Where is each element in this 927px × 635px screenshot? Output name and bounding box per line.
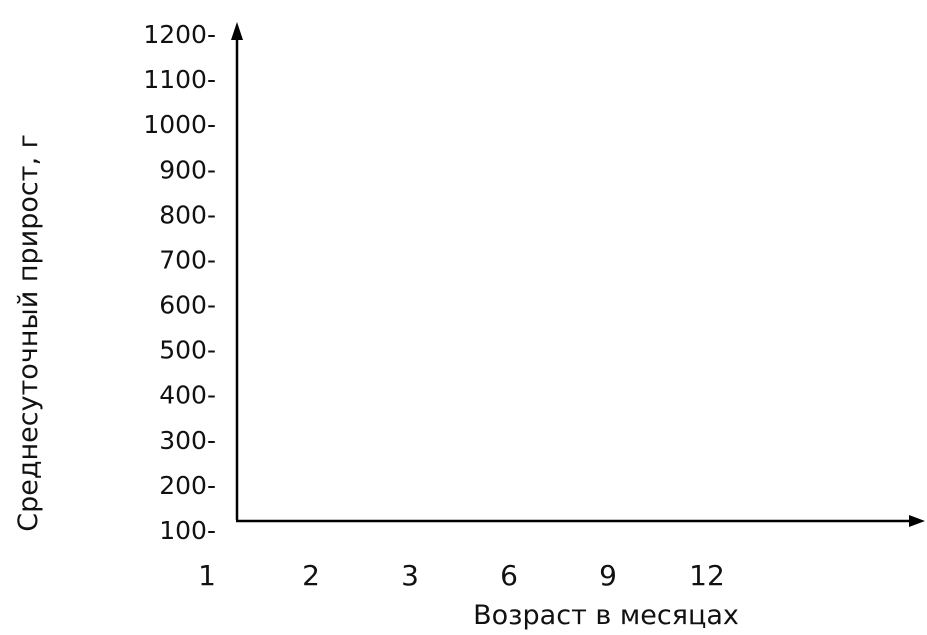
y-tick-label: 100- xyxy=(159,516,216,545)
x-tick-label: 3 xyxy=(401,559,419,592)
x-axis-tick-labels: 1 2 3 6 9 12 xyxy=(198,559,725,592)
y-tick-label: 500- xyxy=(159,336,216,365)
x-tick-label: 12 xyxy=(689,559,725,592)
x-tick-label: 2 xyxy=(302,559,320,592)
y-axis-title: Среднесуточный прирост, г xyxy=(13,134,44,532)
y-tick-label: 1000- xyxy=(143,110,216,139)
x-tick-label: 1 xyxy=(198,559,216,592)
y-tick-label: 200- xyxy=(159,471,216,500)
x-tick-label: 9 xyxy=(599,559,617,592)
y-axis-arrow-icon xyxy=(231,22,243,40)
y-tick-label: 600- xyxy=(159,291,216,320)
y-tick-label: 700- xyxy=(159,245,216,274)
x-axis-arrow-icon xyxy=(909,515,925,527)
y-tick-label: 400- xyxy=(159,381,216,410)
y-tick-label: 900- xyxy=(159,155,216,184)
y-tick-label: 1100- xyxy=(143,65,216,94)
y-tick-label: 1200- xyxy=(143,20,216,49)
y-axis-tick-labels: 1200- 1100- 1000- 900- 800- 700- 600- 500- 400- 3… xyxy=(143,20,216,545)
x-axis-title: Возраст в месяцах xyxy=(473,600,739,631)
x-tick-label: 6 xyxy=(500,559,518,592)
y-tick-label: 300- xyxy=(159,426,216,455)
y-tick-label: 800- xyxy=(159,200,216,229)
